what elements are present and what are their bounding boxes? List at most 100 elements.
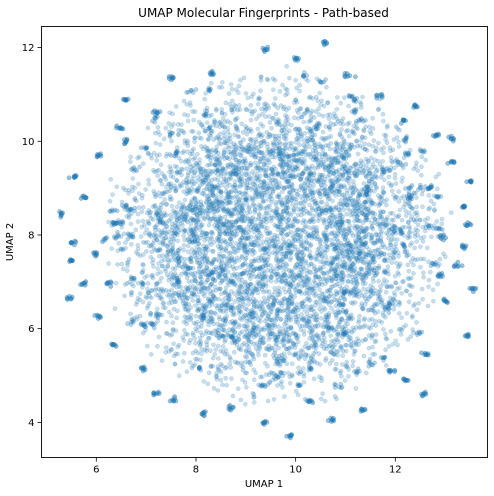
data-point: [238, 140, 244, 145]
data-point: [226, 156, 232, 162]
data-point: [270, 302, 276, 307]
data-point: [370, 126, 376, 131]
data-point: [412, 245, 417, 251]
data-point: [106, 261, 111, 266]
data-point: [419, 164, 424, 170]
data-point: [115, 262, 120, 267]
data-point: [351, 144, 357, 150]
data-point: [176, 200, 182, 206]
data-point: [213, 303, 219, 309]
data-point: [405, 220, 411, 226]
data-point: [220, 382, 225, 388]
data-point: [192, 196, 198, 201]
data-point: [394, 135, 400, 140]
data-point: [273, 279, 279, 284]
data-point: [243, 197, 249, 203]
data-point: [344, 161, 349, 166]
data-point: [216, 356, 221, 361]
data-point: [322, 137, 327, 143]
data-point: [275, 313, 281, 319]
data-point: [374, 175, 380, 181]
data-point: [218, 361, 224, 367]
data-point: [410, 313, 415, 319]
data-point: [251, 395, 256, 400]
data-point: [182, 228, 188, 233]
data-point: [133, 227, 139, 233]
data-point: [289, 250, 294, 255]
data-point: [295, 307, 301, 313]
data-point: [220, 317, 226, 322]
data-point: [349, 250, 355, 255]
data-point: [437, 256, 443, 262]
data-point: [240, 262, 246, 267]
data-point: [217, 225, 223, 230]
data-point: [322, 176, 328, 182]
data-point: [176, 131, 181, 137]
data-point: [426, 277, 432, 283]
data-point: [218, 194, 224, 199]
data-point: [185, 219, 190, 225]
data-point: [283, 251, 289, 256]
data-point: [121, 231, 127, 237]
data-point: [335, 308, 341, 313]
data-point: [210, 248, 215, 254]
data-point: [267, 347, 272, 353]
data-point: [184, 321, 189, 327]
data-point: [219, 79, 225, 85]
data-point: [407, 276, 412, 281]
data-point: [372, 311, 378, 316]
data-point: [239, 277, 245, 283]
data-point: [279, 275, 285, 281]
data-point: [137, 291, 143, 297]
data-point: [401, 204, 406, 210]
data-point: [280, 373, 286, 379]
data-point: [280, 257, 285, 262]
data-point: [220, 116, 226, 121]
data-point: [229, 336, 235, 341]
data-point: [436, 262, 442, 267]
data-point: [193, 204, 199, 210]
data-point: [284, 346, 289, 352]
data-point: [323, 312, 329, 318]
data-point: [338, 368, 344, 374]
data-point: [139, 224, 145, 230]
data-point: [353, 173, 358, 179]
data-point: [415, 222, 421, 228]
data-point: [169, 203, 175, 209]
data-point: [388, 155, 394, 160]
data-point: [162, 197, 168, 202]
data-point: [261, 295, 267, 301]
data-point: [188, 305, 193, 310]
data-point: [224, 155, 230, 161]
data-point: [199, 287, 205, 292]
data-point: [173, 231, 179, 236]
data-point: [153, 224, 158, 230]
data-point: [107, 198, 113, 204]
data-point: [423, 157, 428, 163]
data-point: [375, 158, 381, 164]
data-point: [247, 360, 252, 365]
data-point: [216, 141, 222, 146]
data-point: [331, 217, 337, 223]
data-point: [153, 285, 159, 291]
data-point: [285, 297, 290, 302]
data-point: [272, 96, 278, 101]
data-point: [255, 101, 261, 107]
data-point: [277, 150, 283, 156]
data-point: [223, 185, 229, 190]
data-point: [334, 337, 340, 343]
data-point: [166, 309, 172, 315]
data-point: [336, 348, 341, 354]
data-point: [284, 179, 290, 185]
data-point: [346, 133, 352, 139]
data-point: [339, 373, 344, 379]
data-point: [296, 256, 302, 261]
data-point: [151, 189, 157, 194]
data-point: [215, 168, 220, 174]
data-point: [371, 138, 377, 143]
data-point: [210, 298, 216, 304]
data-point: [129, 241, 134, 247]
data-point: [264, 144, 270, 150]
data-point: [168, 270, 174, 276]
data-point: [145, 281, 151, 286]
